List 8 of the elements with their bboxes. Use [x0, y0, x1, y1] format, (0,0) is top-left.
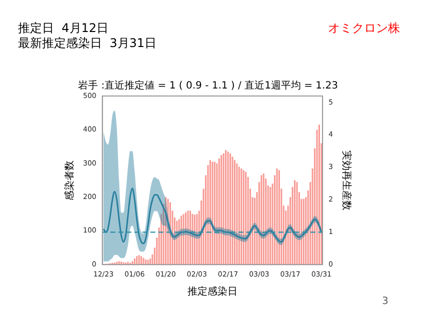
text: オミクロン株 — [328, 20, 400, 37]
text: 3 — [382, 296, 388, 307]
text: 最新推定感染日 3月31日 — [18, 35, 157, 52]
chart-title: 岩手 :直近推定値 = 1 ( 0.9 - 1.1 ) / 直近1週平均 = 1.23 — [78, 80, 338, 92]
x-axis-title: 推定感染日 — [187, 286, 238, 298]
text: 推定日 4月12日 — [18, 20, 109, 37]
y2-axis-title: 実効再生産数 — [340, 150, 352, 210]
y-axis-title: 感染者数 — [64, 160, 76, 200]
